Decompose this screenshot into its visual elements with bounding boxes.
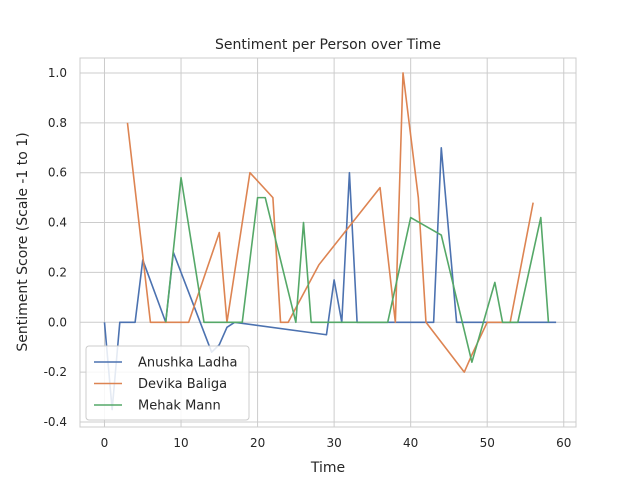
legend: Anushka Ladha Devika Baliga Mehak Mann <box>85 345 250 421</box>
x-tick-label: 0 <box>101 436 109 450</box>
series-lines <box>103 72 557 411</box>
y-tick-label: 0.8 <box>48 116 67 130</box>
x-tick-label: 10 <box>173 436 188 450</box>
y-tick-label: -0.4 <box>44 415 67 429</box>
x-tick-labels: 0 10 20 30 40 50 60 <box>101 436 572 450</box>
y-tick-label: 0.4 <box>48 216 67 230</box>
x-tick-label: 20 <box>250 436 265 450</box>
legend-box <box>85 345 250 421</box>
gridlines <box>80 58 576 427</box>
legend-label: Anushka Ladha <box>138 356 237 371</box>
y-tick-label: 0.6 <box>48 166 67 180</box>
legend-label: Devika Baliga <box>138 377 227 392</box>
y-tick-label: 0.0 <box>48 315 67 329</box>
y-tick-label: 0.2 <box>48 265 67 279</box>
plot-frame <box>79 57 577 428</box>
x-axis-label: Time <box>310 460 345 476</box>
legend-label: Mehak Mann <box>138 399 221 414</box>
chart-title: Sentiment per Person over Time <box>215 37 441 53</box>
series-line-2 <box>164 176 550 363</box>
x-tick-label: 40 <box>403 436 418 450</box>
y-tick-labels: -0.4 -0.2 0.0 0.2 0.4 0.6 0.8 1.0 <box>44 66 67 429</box>
series-line-0 <box>103 146 557 411</box>
y-tick-label: 1.0 <box>48 66 67 80</box>
x-tick-label: 30 <box>326 436 341 450</box>
x-tick-label: 50 <box>480 436 495 450</box>
x-tick-label: 60 <box>556 436 571 450</box>
y-tick-label: -0.2 <box>44 365 67 379</box>
y-axis-label: Sentiment Score (Scale -1 to 1) <box>15 132 31 351</box>
